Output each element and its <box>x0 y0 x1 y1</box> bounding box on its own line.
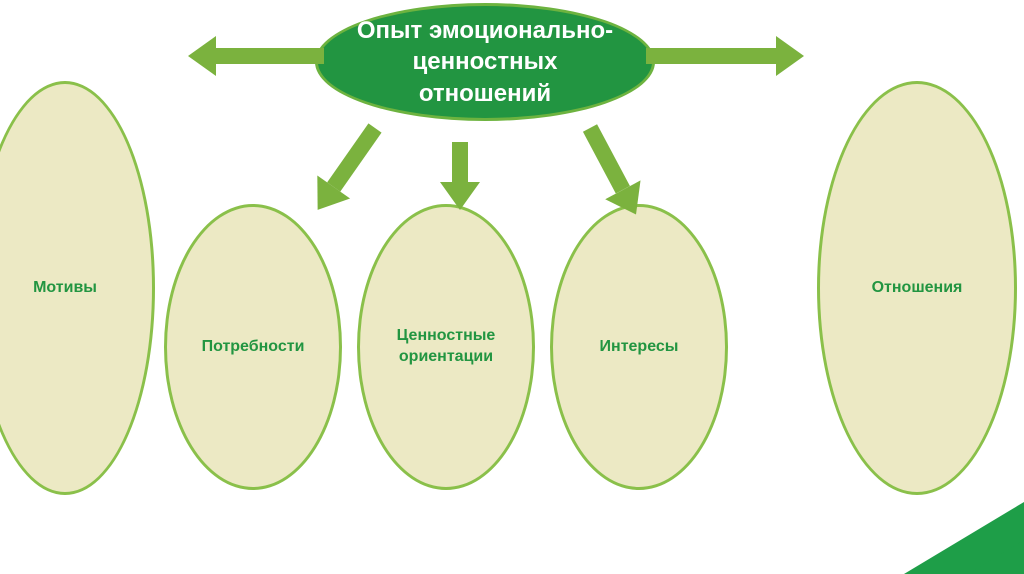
child-node-label: Ценностные ориентации <box>397 326 496 368</box>
center-node-label: Опыт эмоционально- ценностных отношений <box>357 15 613 109</box>
corner-triangle-1 <box>968 540 1024 574</box>
child-node-needs: Потребности <box>164 204 342 490</box>
child-node-label: Отношения <box>872 278 963 299</box>
child-node-values: Ценностные ориентации <box>357 204 535 490</box>
arrow-1 <box>301 117 391 222</box>
child-node-label: Мотивы <box>33 278 97 299</box>
child-node-relations: Отношения <box>817 81 1017 495</box>
center-node: Опыт эмоционально- ценностных отношений <box>315 3 655 121</box>
arrow-0 <box>188 36 324 76</box>
arrow-4 <box>646 36 804 76</box>
arrow-3 <box>572 119 653 224</box>
child-node-interests: Интересы <box>550 204 728 490</box>
child-node-motives: Мотивы <box>0 81 155 495</box>
arrow-2 <box>440 142 480 210</box>
child-node-label: Потребности <box>202 337 305 358</box>
diagram-canvas: Опыт эмоционально- ценностных отношений М… <box>0 0 1024 574</box>
child-node-label: Интересы <box>600 337 679 358</box>
